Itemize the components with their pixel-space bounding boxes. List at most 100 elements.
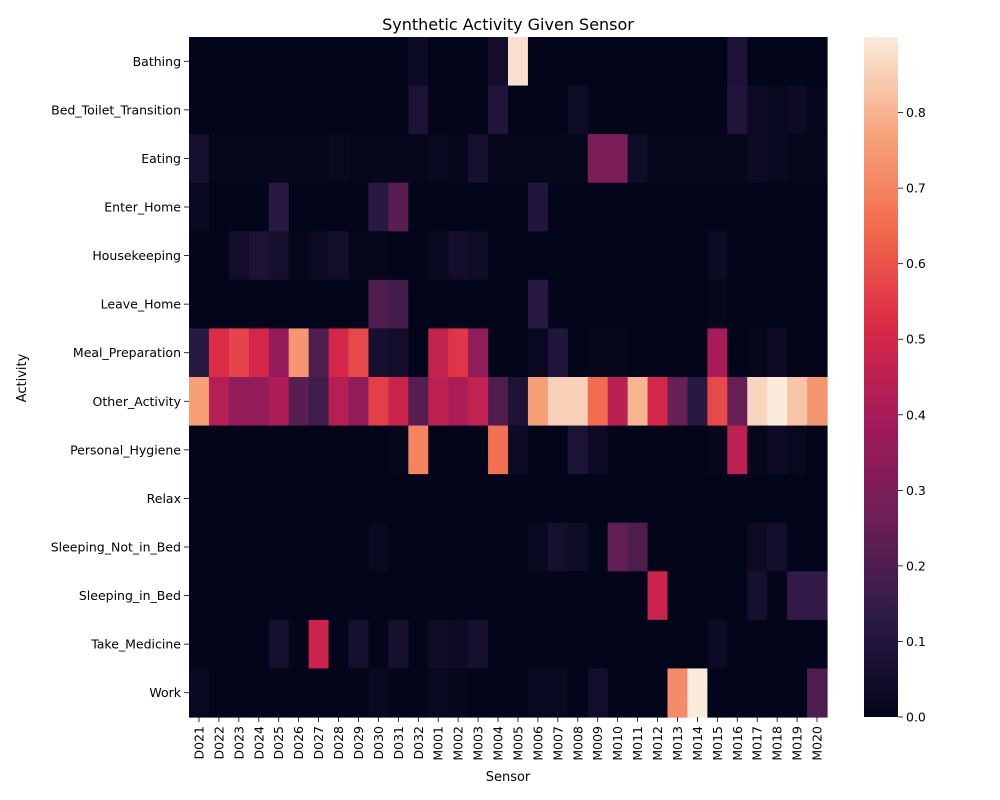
heatmap-cell xyxy=(468,619,489,670)
heatmap-cell xyxy=(328,668,350,718)
heatmap-cell xyxy=(527,668,549,718)
heatmap-cell xyxy=(208,231,230,281)
heatmap-cell xyxy=(468,134,489,184)
heatmap-cell xyxy=(547,134,569,184)
heatmap-cell xyxy=(468,231,489,281)
heatmap-cell xyxy=(727,85,748,135)
x-tick-label: M014 xyxy=(690,726,705,761)
heatmap-cell xyxy=(208,571,230,621)
heatmap-cell xyxy=(767,425,788,475)
heatmap-cell xyxy=(308,474,330,524)
heatmap-cell xyxy=(508,328,529,378)
y-tick-label: Meal_Preparation xyxy=(73,345,181,360)
heatmap-cell xyxy=(607,474,629,524)
heatmap-cell xyxy=(587,571,609,621)
heatmap-cell xyxy=(408,474,429,524)
heatmap-cell xyxy=(508,134,529,184)
heatmap-cell xyxy=(268,134,290,184)
heatmap-cell xyxy=(428,37,449,87)
heatmap-cell xyxy=(687,571,708,621)
heatmap-cell xyxy=(448,279,469,330)
heatmap-cell xyxy=(448,377,469,427)
heatmap-cell xyxy=(448,231,469,281)
heatmap-cell xyxy=(448,37,469,87)
heatmap-cell xyxy=(587,37,609,87)
x-tick-label: M013 xyxy=(670,726,685,761)
heatmap-cell xyxy=(747,474,768,524)
x-tick-label: M007 xyxy=(550,726,565,761)
heatmap-cell xyxy=(727,571,748,621)
x-tick-label: M001 xyxy=(431,726,446,761)
colorbar-tick-label: 0.0 xyxy=(906,710,926,725)
heatmap-cell xyxy=(488,37,509,87)
heatmap-cell xyxy=(388,522,409,572)
heatmap-cell xyxy=(607,85,629,135)
heatmap-cell xyxy=(448,425,469,475)
heatmap-cell xyxy=(248,328,270,378)
heatmap-cell xyxy=(468,37,489,87)
heatmap-cell xyxy=(547,85,569,135)
heatmap-cell xyxy=(747,279,768,330)
colorbar-tick-label: 0.1 xyxy=(906,634,926,649)
heatmap-cell xyxy=(288,377,310,427)
heatmap-cell xyxy=(667,619,689,670)
heatmap-cell xyxy=(747,85,768,135)
heatmap-cell xyxy=(627,668,649,718)
heatmap-cell xyxy=(508,522,529,572)
heatmap-cell xyxy=(787,425,808,475)
heatmap-cell xyxy=(527,377,549,427)
heatmap-cell xyxy=(727,37,748,87)
heatmap-cell xyxy=(228,279,250,330)
heatmap-cell xyxy=(627,377,649,427)
heatmap-cell xyxy=(707,474,728,524)
heatmap-cell xyxy=(607,619,629,670)
heatmap-cell xyxy=(268,328,290,378)
heatmap-cell xyxy=(767,134,788,184)
heatmap-cell xyxy=(587,619,609,670)
heatmap-cell xyxy=(508,37,529,87)
heatmap-cell xyxy=(647,619,669,670)
heatmap-cell xyxy=(707,328,728,378)
heatmap-cell xyxy=(388,377,409,427)
x-tick-label: M002 xyxy=(451,726,466,761)
heatmap-cell xyxy=(208,134,230,184)
heatmap-cell xyxy=(687,85,708,135)
heatmap-cell xyxy=(368,619,389,670)
heatmap-cell xyxy=(408,668,429,718)
x-tick-label: M003 xyxy=(471,726,486,761)
heatmap-cell xyxy=(647,279,669,330)
heatmap-cell xyxy=(488,182,509,232)
heatmap-cell xyxy=(587,134,609,184)
heatmap-cell xyxy=(687,37,708,87)
heatmap-cell xyxy=(228,182,250,232)
heatmap-cell xyxy=(807,522,828,572)
heatmap-cell xyxy=(707,279,728,330)
heatmap-cell xyxy=(567,85,589,135)
heatmap-cell xyxy=(567,619,589,670)
heatmap-cell xyxy=(807,182,828,232)
heatmap-cell xyxy=(248,182,270,232)
x-tick-label: D030 xyxy=(371,726,386,760)
heatmap-cell xyxy=(607,134,629,184)
heatmap-cell xyxy=(687,134,708,184)
heatmap-cell xyxy=(587,474,609,524)
heatmap-cell xyxy=(288,231,310,281)
heatmap-cell xyxy=(228,377,250,427)
heatmap-cell xyxy=(647,522,669,572)
heatmap-cell xyxy=(488,522,509,572)
x-tick-label: D032 xyxy=(411,726,426,759)
heatmap-cell xyxy=(567,328,589,378)
heatmap-cell xyxy=(408,85,429,135)
heatmap-cell xyxy=(368,425,389,475)
heatmap-cell xyxy=(428,571,449,621)
heatmap-cell xyxy=(607,571,629,621)
heatmap-cell xyxy=(428,619,449,670)
x-tick-label: D027 xyxy=(311,726,326,759)
heatmap-cell xyxy=(767,328,788,378)
y-tick-label: Other_Activity xyxy=(93,394,182,409)
heatmap-cell xyxy=(348,279,370,330)
heatmap-cell xyxy=(587,85,609,135)
heatmap-cell xyxy=(208,474,230,524)
heatmap-cell xyxy=(807,279,828,330)
heatmap-cell xyxy=(647,571,669,621)
